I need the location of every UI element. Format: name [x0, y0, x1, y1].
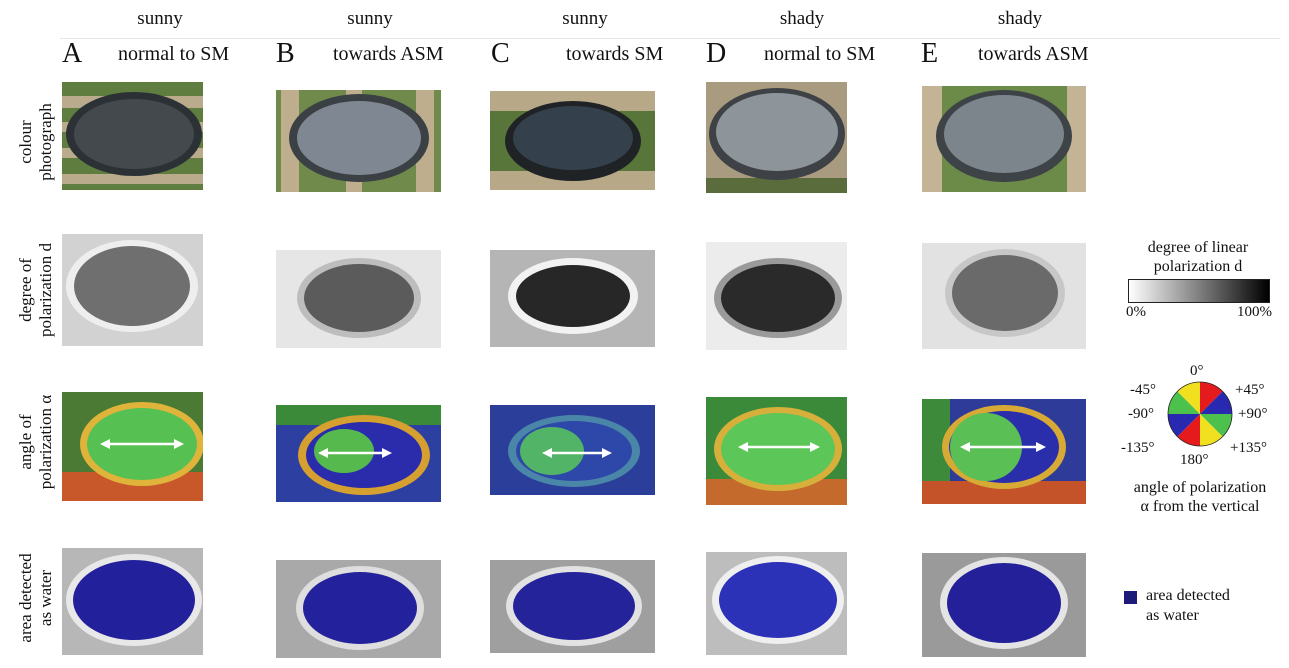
row-label-area-detected: area detected as water	[16, 528, 56, 668]
area-detected-b	[276, 560, 441, 658]
area-detected-e	[922, 553, 1086, 657]
dop-min-label: 0%	[1126, 304, 1146, 320]
row-label-line: photograph	[36, 103, 55, 181]
colour-photograph-b	[276, 90, 441, 192]
aop-label-top: 0°	[1190, 363, 1204, 379]
aop-color-wheel	[1166, 380, 1234, 448]
direction-label-d: normal to SM	[764, 43, 876, 65]
header-rule	[60, 38, 1280, 39]
row-label-line: degree of	[16, 258, 35, 322]
water-legend-label-line: as water	[1146, 607, 1199, 624]
row-label-line: polarization d	[36, 243, 55, 337]
row-label-degree-of-polarization: degree of polarization d	[16, 220, 56, 360]
row-label-angle-of-polarization: angle of polarization α	[16, 372, 56, 512]
aop-label-top-right: +45°	[1235, 382, 1265, 398]
colour-photograph-a	[62, 82, 203, 190]
degree-of-polarization-a	[62, 234, 203, 346]
row-label-line: area detected	[16, 553, 35, 643]
water-legend-label: area detected as water	[1146, 586, 1230, 626]
aop-caption-line: α from the vertical	[1140, 498, 1260, 515]
condition-label-b: sunny	[347, 8, 393, 29]
dop-gradient-bar	[1128, 279, 1270, 303]
condition-label-d: shady	[779, 8, 825, 29]
aop-label-right: +90°	[1238, 406, 1268, 422]
colour-photograph-d	[706, 82, 847, 193]
column-letter-e: E	[921, 38, 939, 69]
direction-label-c: towards SM	[566, 43, 664, 65]
aop-label-bottom-left: -135°	[1121, 440, 1155, 456]
angle-of-polarization-c	[490, 405, 655, 495]
area-detected-c	[490, 560, 655, 653]
angle-of-polarization-d	[706, 397, 847, 505]
condition-label-e: shady	[997, 8, 1043, 29]
degree-of-polarization-c	[490, 250, 655, 347]
condition-label-c: sunny	[562, 8, 608, 29]
aop-label-left: -90°	[1128, 406, 1154, 422]
aop-label-bottom-right: +135°	[1230, 440, 1267, 456]
direction-label-b: towards ASM	[333, 43, 444, 65]
condition-label-a: sunny	[137, 8, 183, 29]
water-legend-swatch	[1124, 591, 1137, 604]
column-letter-d: D	[706, 38, 727, 69]
direction-label-a: normal to SM	[118, 43, 230, 65]
degree-of-polarization-d	[706, 242, 847, 350]
direction-label-e: towards ASM	[978, 43, 1089, 65]
dop-legend-title-line: polarization d	[1153, 258, 1243, 275]
dop-legend-title: degree of linear polarization d	[1118, 238, 1278, 276]
area-detected-a	[62, 548, 203, 655]
angle-of-polarization-e	[922, 399, 1086, 504]
dop-legend-title-line: degree of linear	[1147, 239, 1249, 256]
column-letter-a: A	[62, 38, 83, 69]
angle-of-polarization-a	[62, 392, 203, 501]
aop-label-bottom: 180°	[1180, 452, 1209, 468]
water-legend-label-line: area detected	[1146, 587, 1230, 604]
degree-of-polarization-b	[276, 250, 441, 348]
degree-of-polarization-e	[922, 243, 1086, 349]
aop-caption-line: angle of polarization	[1133, 479, 1267, 496]
colour-photograph-c	[490, 91, 655, 190]
row-label-line: angle of	[16, 414, 35, 470]
row-label-line: polarization α	[36, 394, 55, 490]
dop-max-label: 100%	[1237, 304, 1272, 320]
colour-photograph-e	[922, 86, 1086, 192]
row-label-colour-photograph: colour photograph	[16, 72, 56, 212]
aop-caption: angle of polarization α from the vertica…	[1112, 478, 1288, 516]
row-label-line: colour	[16, 120, 35, 164]
angle-of-polarization-b	[276, 405, 441, 502]
row-label-line: as water	[36, 569, 55, 627]
area-detected-d	[706, 552, 847, 655]
aop-label-top-left: -45°	[1130, 382, 1156, 398]
column-letter-c: C	[491, 38, 510, 69]
column-letter-b: B	[276, 38, 295, 69]
